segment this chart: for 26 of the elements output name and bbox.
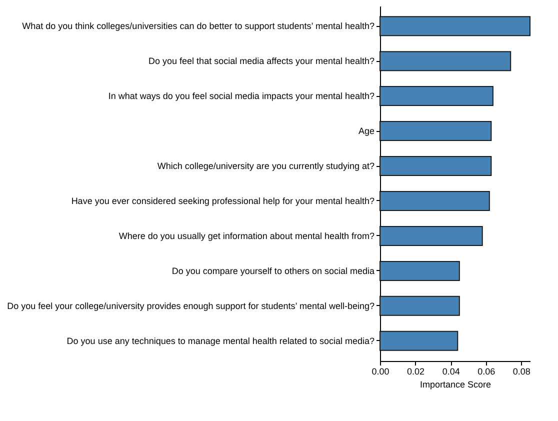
y-tick-label: Do you feel that social media affects your mental health?: [148, 56, 374, 66]
bar: [380, 330, 458, 351]
y-tick-label: Do you use any techniques to manage mental health related to social media?: [66, 336, 374, 346]
bar: [380, 16, 530, 36]
y-tick-label: Have you ever considered seeking professional help for your mental health?: [71, 196, 374, 206]
x-tick-label: 0.02: [407, 366, 425, 376]
x-tick-label: 0.04: [442, 366, 460, 376]
y-tick-label: Where do you usually get information about mental health from?: [118, 230, 374, 241]
y-tick-label: Age: [358, 126, 374, 136]
bar: [380, 296, 460, 316]
y-tick-label: Do you compare yourself to others on social media: [172, 266, 374, 276]
x-tick-label: 0.00: [372, 366, 390, 376]
bar: [380, 121, 492, 142]
bar: [380, 51, 512, 72]
bar: [380, 226, 483, 246]
y-tick-label: In what ways do you feel social media impacts your mental health?: [108, 91, 374, 102]
bar: [380, 156, 492, 176]
bar: [380, 86, 494, 106]
bar: [380, 260, 460, 281]
x-tick-label: 0.06: [478, 366, 496, 376]
y-tick-label: What do you think colleges/universities can do better to support students’ mental health?: [22, 21, 374, 32]
y-tick-label: Which college/university are you currently studying at?: [157, 161, 374, 172]
bar: [380, 190, 490, 211]
x-tick-label: 0.08: [512, 366, 530, 376]
x-axis-title: Importance Score: [420, 380, 492, 390]
y-tick-label: Do you feel your college/university provides enough support for students’ mental well-being?: [7, 300, 374, 311]
